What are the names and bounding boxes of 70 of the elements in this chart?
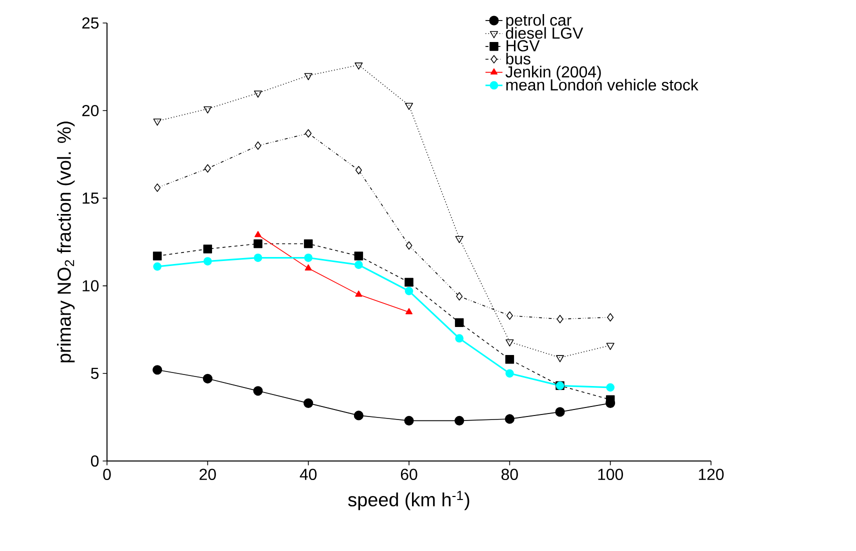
legend-label: petrol car bbox=[506, 14, 572, 29]
point bbox=[202, 374, 212, 384]
point bbox=[404, 278, 414, 287]
point bbox=[254, 141, 262, 150]
y-tick-label: 10 bbox=[82, 280, 99, 292]
x-axis-title: speed (km h$^{-1}$) bbox=[348, 490, 470, 510]
legend-label: diesel LGV bbox=[506, 27, 584, 39]
point bbox=[354, 410, 364, 420]
x-tick-label: 60 bbox=[400, 468, 418, 480]
point bbox=[304, 264, 312, 270]
point bbox=[556, 314, 564, 324]
point bbox=[203, 244, 212, 254]
point bbox=[152, 252, 162, 260]
point bbox=[154, 184, 161, 192]
x-tick-label: 20 bbox=[200, 468, 216, 480]
point bbox=[304, 239, 313, 248]
point bbox=[555, 407, 565, 417]
point bbox=[506, 311, 513, 320]
point bbox=[505, 369, 514, 378]
point bbox=[406, 308, 413, 314]
point bbox=[606, 383, 615, 392]
y-tick-label: 5 bbox=[91, 368, 99, 379]
y-tick-label: 15 bbox=[82, 192, 99, 204]
legend-label: bus bbox=[506, 52, 530, 64]
point bbox=[455, 236, 464, 244]
point bbox=[304, 254, 313, 262]
y-tick-label: 0 bbox=[90, 455, 99, 467]
point bbox=[355, 290, 362, 297]
point bbox=[254, 231, 262, 238]
point bbox=[456, 292, 463, 300]
point bbox=[404, 416, 414, 426]
x-tick-label: 100 bbox=[598, 468, 623, 480]
point bbox=[204, 106, 212, 114]
x-tick-label: 120 bbox=[698, 468, 724, 480]
y-tick-label: 25 bbox=[82, 17, 99, 29]
point bbox=[152, 365, 162, 375]
y-tick-label: 20 bbox=[82, 104, 99, 116]
point bbox=[203, 257, 212, 266]
x-tick-label: 40 bbox=[300, 468, 317, 480]
point bbox=[305, 129, 312, 138]
x-tick-label: 80 bbox=[501, 468, 518, 480]
point bbox=[254, 90, 262, 98]
point bbox=[556, 355, 564, 362]
point bbox=[304, 73, 312, 80]
point bbox=[204, 164, 211, 173]
point bbox=[354, 252, 364, 260]
legend-label: mean London vehicle stock bbox=[506, 78, 698, 91]
y-axis-title: primary NO$_{2}$ fraction (vol. %) bbox=[57, 122, 75, 362]
point bbox=[153, 262, 162, 271]
point bbox=[404, 102, 414, 110]
point bbox=[253, 386, 263, 396]
point bbox=[406, 241, 412, 250]
point bbox=[254, 239, 262, 248]
point bbox=[254, 254, 262, 262]
point bbox=[404, 286, 414, 296]
point bbox=[504, 414, 514, 424]
x-tick-label: 0 bbox=[103, 468, 111, 480]
point bbox=[355, 166, 362, 174]
point bbox=[153, 118, 162, 126]
legend-label: HGV bbox=[506, 40, 540, 52]
point bbox=[606, 342, 614, 350]
point bbox=[304, 398, 314, 408]
point bbox=[505, 355, 514, 364]
point bbox=[454, 416, 464, 426]
point bbox=[607, 313, 614, 322]
point bbox=[354, 62, 363, 70]
point bbox=[354, 260, 363, 269]
point bbox=[454, 318, 464, 327]
point bbox=[506, 339, 514, 346]
point bbox=[455, 334, 464, 343]
